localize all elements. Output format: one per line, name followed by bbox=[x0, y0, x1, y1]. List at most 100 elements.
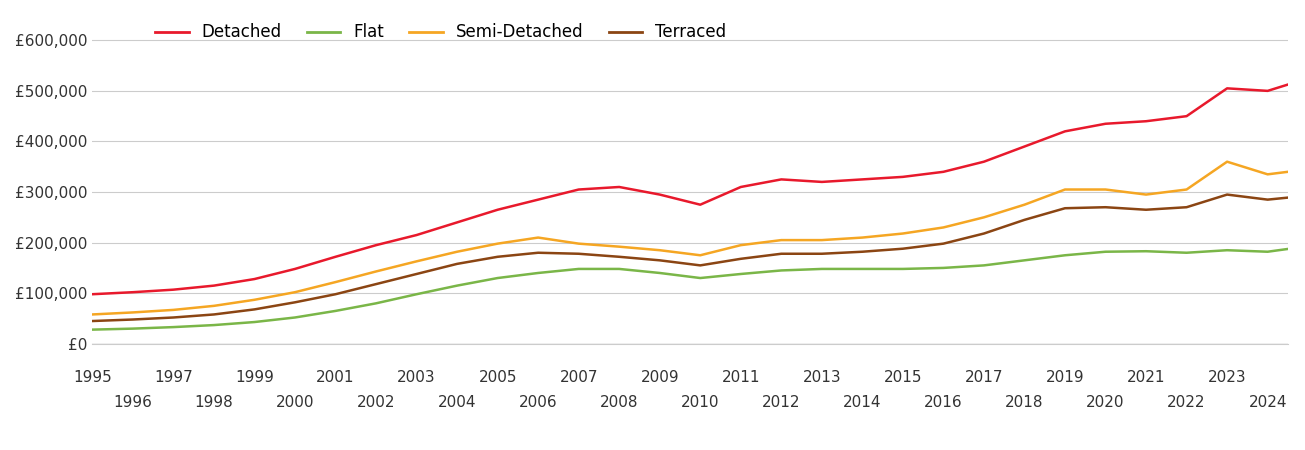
Text: 2020: 2020 bbox=[1086, 395, 1125, 410]
Terraced bbox=[530, 250, 545, 256]
Semi-Detached bbox=[855, 235, 870, 240]
Terraced bbox=[1259, 197, 1275, 202]
Detached bbox=[1138, 118, 1154, 124]
Semi-Detached bbox=[1138, 192, 1154, 197]
Semi-Detached bbox=[166, 307, 181, 313]
Semi-Detached bbox=[368, 269, 384, 274]
Terraced bbox=[895, 246, 911, 252]
Text: 2014: 2014 bbox=[843, 395, 882, 410]
Flat bbox=[652, 270, 668, 276]
Terraced bbox=[1300, 193, 1305, 198]
Flat bbox=[206, 322, 222, 328]
Flat bbox=[1259, 249, 1275, 254]
Semi-Detached bbox=[328, 279, 343, 285]
Text: 2001: 2001 bbox=[316, 370, 355, 385]
Detached bbox=[247, 276, 262, 282]
Flat bbox=[733, 271, 749, 277]
Flat bbox=[1138, 248, 1154, 254]
Terraced bbox=[1057, 206, 1073, 211]
Text: 2000: 2000 bbox=[275, 395, 315, 410]
Flat bbox=[85, 327, 100, 333]
Detached bbox=[166, 287, 181, 292]
Flat bbox=[449, 283, 465, 288]
Flat bbox=[1178, 250, 1194, 256]
Text: 2008: 2008 bbox=[600, 395, 638, 410]
Terraced bbox=[693, 263, 709, 268]
Semi-Detached bbox=[936, 225, 951, 230]
Flat bbox=[530, 270, 545, 276]
Text: 2024: 2024 bbox=[1249, 395, 1287, 410]
Flat bbox=[1219, 248, 1235, 253]
Terraced bbox=[368, 281, 384, 287]
Detached bbox=[449, 220, 465, 225]
Text: 2022: 2022 bbox=[1168, 395, 1206, 410]
Text: 1998: 1998 bbox=[194, 395, 234, 410]
Detached bbox=[611, 184, 626, 190]
Text: 2011: 2011 bbox=[722, 370, 760, 385]
Terraced bbox=[1178, 204, 1194, 210]
Detached bbox=[814, 179, 830, 184]
Text: 2023: 2023 bbox=[1208, 370, 1246, 385]
Semi-Detached bbox=[489, 241, 505, 246]
Text: 2016: 2016 bbox=[924, 395, 963, 410]
Semi-Detached bbox=[530, 235, 545, 240]
Text: 2006: 2006 bbox=[519, 395, 557, 410]
Detached bbox=[287, 266, 303, 272]
Semi-Detached bbox=[774, 238, 790, 243]
Text: 2010: 2010 bbox=[681, 395, 719, 410]
Text: 2007: 2007 bbox=[560, 370, 598, 385]
Terraced bbox=[166, 315, 181, 320]
Semi-Detached bbox=[733, 243, 749, 248]
Flat bbox=[489, 275, 505, 281]
Flat bbox=[1057, 252, 1073, 258]
Terraced bbox=[489, 254, 505, 260]
Flat bbox=[693, 275, 709, 281]
Detached bbox=[855, 177, 870, 182]
Terraced bbox=[733, 256, 749, 261]
Terraced bbox=[814, 251, 830, 256]
Semi-Detached bbox=[85, 312, 100, 317]
Terraced bbox=[1219, 192, 1235, 197]
Flat bbox=[774, 268, 790, 273]
Semi-Detached bbox=[1300, 166, 1305, 172]
Text: 1995: 1995 bbox=[73, 370, 112, 385]
Text: 1999: 1999 bbox=[235, 370, 274, 385]
Flat bbox=[936, 265, 951, 270]
Flat bbox=[328, 308, 343, 314]
Semi-Detached bbox=[652, 248, 668, 253]
Terraced bbox=[652, 258, 668, 263]
Detached bbox=[368, 243, 384, 248]
Flat bbox=[408, 292, 424, 297]
Detached bbox=[1098, 121, 1113, 126]
Terraced bbox=[1138, 207, 1154, 212]
Terraced bbox=[570, 251, 586, 256]
Semi-Detached bbox=[1017, 202, 1032, 207]
Detached bbox=[652, 192, 668, 197]
Terraced bbox=[408, 271, 424, 277]
Detached bbox=[733, 184, 749, 190]
Semi-Detached bbox=[247, 297, 262, 302]
Terraced bbox=[976, 231, 992, 236]
Semi-Detached bbox=[125, 310, 141, 315]
Semi-Detached bbox=[1098, 187, 1113, 192]
Semi-Detached bbox=[1259, 171, 1275, 177]
Text: 2019: 2019 bbox=[1045, 370, 1084, 385]
Flat bbox=[1300, 243, 1305, 249]
Terraced bbox=[206, 312, 222, 317]
Line: Detached: Detached bbox=[93, 78, 1305, 294]
Legend: Detached, Flat, Semi-Detached, Terraced: Detached, Flat, Semi-Detached, Terraced bbox=[149, 17, 733, 48]
Flat bbox=[166, 324, 181, 330]
Semi-Detached bbox=[206, 303, 222, 309]
Detached bbox=[1300, 76, 1305, 81]
Semi-Detached bbox=[693, 252, 709, 258]
Detached bbox=[206, 283, 222, 288]
Flat bbox=[611, 266, 626, 272]
Text: 2017: 2017 bbox=[964, 370, 1004, 385]
Detached bbox=[125, 289, 141, 295]
Flat bbox=[247, 320, 262, 325]
Semi-Detached bbox=[287, 289, 303, 295]
Terraced bbox=[247, 307, 262, 312]
Detached bbox=[1057, 129, 1073, 134]
Terraced bbox=[1098, 204, 1113, 210]
Flat bbox=[855, 266, 870, 272]
